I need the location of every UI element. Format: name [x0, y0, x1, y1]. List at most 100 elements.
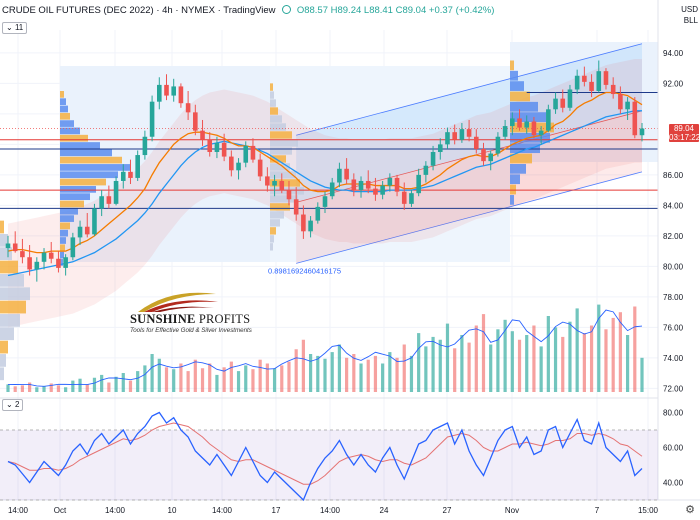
- volume-profile-bar: [0, 287, 30, 301]
- rsi-line: [7, 411, 643, 502]
- candle-body: [337, 168, 342, 183]
- volume-profile-bar: [60, 120, 74, 127]
- volume-profile-bar: [60, 229, 68, 237]
- time-tick-label: 7: [595, 506, 600, 515]
- volume-bar: [453, 348, 457, 392]
- volume-bar: [280, 365, 284, 392]
- time-tick-label: 14:00: [320, 506, 341, 515]
- price-tick-label: 80.00: [663, 262, 684, 271]
- time-tick-label: 14:00: [212, 506, 233, 515]
- price-tick-label: 76.00: [663, 323, 684, 332]
- volume-profile-bar: [270, 155, 286, 163]
- volume-bar: [64, 387, 68, 392]
- candle-body: [207, 139, 213, 152]
- interval-label[interactable]: 4h: [162, 5, 173, 16]
- candle-body: [546, 109, 551, 131]
- volume-profile-bar: [0, 247, 12, 261]
- volume-bar: [164, 367, 169, 392]
- volume-profile-bar: [510, 153, 532, 164]
- candle-body: [495, 136, 501, 154]
- price-tick-label: 78.00: [663, 293, 684, 302]
- volume-profile-bar: [60, 185, 96, 193]
- volume-profile-bar: [510, 174, 520, 185]
- ohlc-close: C89.04: [395, 5, 427, 16]
- volume-profile-bar: [510, 163, 526, 174]
- candle-body: [229, 156, 234, 171]
- price-tick-label: 74.00: [663, 354, 684, 363]
- volume-profile-bar: [60, 251, 64, 259]
- volume-bar: [193, 359, 197, 392]
- volume-bar: [402, 344, 406, 392]
- volume-bar: [208, 363, 212, 392]
- candle-body: [99, 196, 104, 209]
- candle-body: [265, 176, 270, 186]
- price-tick-label: 92.00: [663, 79, 684, 88]
- volume-profile-bar: [60, 215, 74, 222]
- volume-bar: [438, 339, 442, 392]
- candle-body: [171, 86, 177, 96]
- volume-profile-bar: [60, 259, 63, 266]
- volume-bar: [525, 335, 529, 392]
- candle-body: [632, 101, 638, 136]
- candle-body: [538, 130, 544, 136]
- volume-profile-bar: [60, 105, 68, 113]
- volume-profile-bar: [270, 131, 292, 139]
- volume-bar: [6, 384, 10, 392]
- volume-profile-bar: [270, 171, 296, 179]
- time-tick-label: 14:00: [105, 506, 126, 515]
- volume-profile-bar: [0, 314, 20, 327]
- volume-profile-bar: [510, 184, 516, 195]
- volume-profile-bar: [270, 139, 298, 147]
- volume-bar: [215, 374, 219, 392]
- candle-body: [77, 226, 83, 238]
- candle-body: [401, 191, 407, 204]
- collapse-chevron-icon: ⌄: [6, 23, 13, 32]
- currency-code: USD: [681, 5, 698, 14]
- volume-profile-bar: [0, 260, 18, 274]
- volume-bar: [582, 333, 586, 392]
- volume-profile-bar: [510, 195, 514, 205]
- ohlc-open: O88.57: [296, 5, 328, 16]
- candle-body: [531, 121, 537, 136]
- rsi-pane-toggle[interactable]: ⌄ 2: [2, 399, 24, 411]
- chart-header: CRUDE OIL FUTURES (DEC 2022) · 4h · NYME…: [2, 5, 495, 16]
- candle-body: [20, 251, 25, 258]
- settings-gear-icon[interactable]: ⚙: [685, 504, 695, 516]
- indicators-toggle[interactable]: ⌄ 11: [2, 22, 28, 34]
- candle-body: [214, 142, 220, 152]
- candle-body: [221, 142, 227, 157]
- candle-body: [236, 162, 241, 171]
- volume-bar: [128, 380, 133, 392]
- volume-bar: [157, 358, 161, 392]
- volume-profile-bar: [0, 354, 6, 367]
- volume-profile-bar: [510, 112, 546, 122]
- volume-bar: [366, 359, 370, 392]
- candle-body: [423, 165, 429, 175]
- currency-unit[interactable]: USD BLL: [681, 4, 698, 26]
- time-tick-label: 14:00: [8, 506, 29, 515]
- regression-annotation: 0.8981692460416175: [268, 266, 341, 275]
- volume-profile-bar: [60, 244, 65, 252]
- volume-bar: [71, 380, 75, 392]
- candle-body: [430, 152, 436, 166]
- volume-bar: [35, 387, 39, 392]
- candle-body: [445, 132, 450, 145]
- candle-body: [142, 136, 148, 156]
- volume-bar: [517, 339, 522, 392]
- symbol-title[interactable]: CRUDE OIL FUTURES (DEC 2022): [2, 5, 154, 16]
- candle-body: [41, 252, 47, 262]
- candle-body: [409, 193, 414, 204]
- candle-body: [185, 103, 191, 113]
- price-tick-label: 86.00: [663, 171, 684, 180]
- volume-profile-bar: [270, 123, 286, 131]
- candle-body: [293, 199, 299, 215]
- volume-bar: [604, 329, 608, 392]
- time-tick-label: 24: [380, 506, 389, 515]
- volume-bar: [561, 336, 565, 392]
- market-status-icon: [282, 5, 292, 14]
- volume-profile-bar: [60, 142, 100, 149]
- volume-bar: [136, 371, 140, 392]
- candle-body: [524, 121, 530, 128]
- exchange-label: NYMEX: [181, 5, 215, 16]
